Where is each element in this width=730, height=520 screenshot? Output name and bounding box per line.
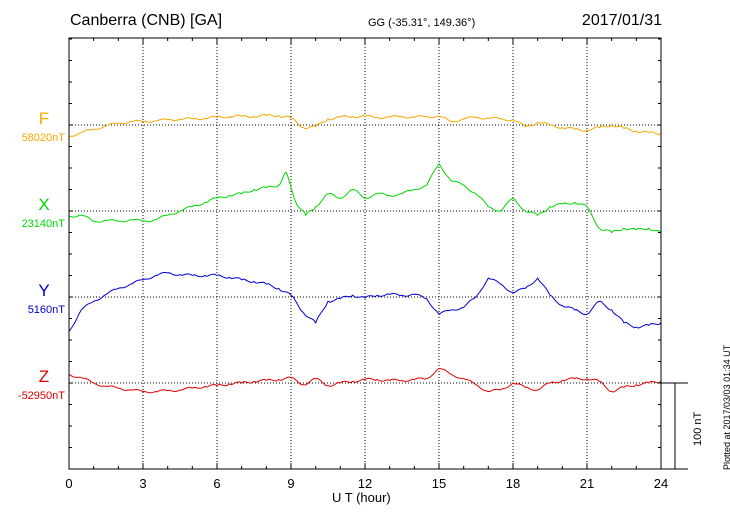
series-name-z: Z: [39, 367, 49, 386]
chart-date: 2017/01/31: [581, 12, 662, 29]
series-name-y: Y: [38, 281, 49, 300]
series-name-x: X: [38, 195, 49, 214]
series-labels: F 58020nT X 23140nT Y 5160nT Z -52950nT: [18, 109, 65, 402]
series-baseline-z: -52950nT: [18, 390, 65, 402]
x-tick-label: 21: [580, 476, 594, 491]
x-axis-label: U T (hour): [332, 490, 391, 505]
station-title: Canberra (CNB) [GA]: [70, 12, 223, 29]
geographic-coordinates: GG (-35.31°, 149.36°): [368, 17, 476, 29]
series-baseline-x: 23140nT: [22, 218, 66, 230]
x-tick-label: 0: [65, 476, 72, 491]
grid-lines: [69, 38, 661, 469]
x-tick-label: 9: [287, 476, 294, 491]
series-line-y: [68, 272, 662, 332]
series-name-f: F: [39, 109, 49, 128]
x-tick-label: 6: [213, 476, 220, 491]
scale-bar-label: 100 nT: [692, 411, 704, 446]
series-line-x: [68, 162, 662, 234]
series-baseline-f: 58020nT: [22, 132, 66, 144]
series-line-f: [68, 113, 662, 137]
series-baseline-y: 5160nT: [28, 304, 66, 316]
series-lines: [68, 113, 662, 394]
x-tick-label: 12: [358, 476, 372, 491]
x-tick-label: 18: [506, 476, 520, 491]
plotted-timestamp: Plotted at 2017/03/03 01:34 UT: [722, 344, 730, 470]
x-tick-label: 24: [654, 476, 668, 491]
x-tick-label: 3: [139, 476, 146, 491]
plot-frame: 0 3 6 9 12 15 18 21 24: [65, 37, 688, 491]
series-line-z: [68, 367, 662, 394]
x-tick-label: 15: [432, 476, 446, 491]
